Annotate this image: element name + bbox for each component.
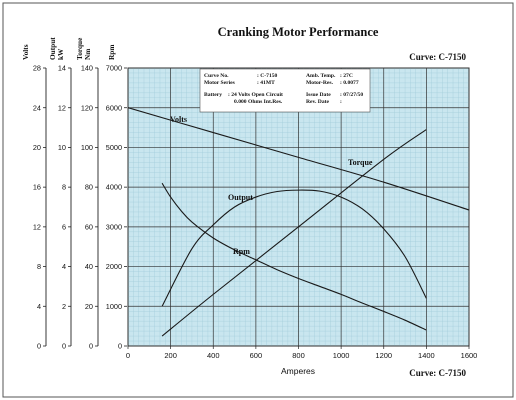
x-tick-label: 200 [164,351,177,360]
rpm-tick-label: 6000 [106,103,122,112]
x-tick-label: 400 [207,351,220,360]
volts-tick-label: 16 [33,183,41,192]
volts-tick-label: 20 [33,143,41,152]
output-tick-label: 12 [58,103,66,112]
x-tick-label: 1000 [333,351,350,360]
series-layer [128,107,469,337]
rpm-tick-label: 1000 [106,302,122,311]
info-val-2-1: : 41MT [257,80,275,86]
series-output-line [161,189,427,307]
info-val-4-2: : [340,99,342,105]
series-labels: Volts Torque Output Rpm [170,115,373,256]
curve-label-bottom: Curve: C-7150 [409,368,466,378]
series-torque-label: Torque [348,158,373,167]
info-val-1-1: : C-7150 [257,73,278,79]
rpm-tick-label: 5000 [106,143,122,152]
x-axis-label: Amperes [281,366,315,376]
info-key-2-1: Motor Series [204,80,236,86]
info-val-2-2: : 0.0077 [340,80,359,86]
info-val-3-2: : 07/27/50 [340,92,363,98]
info-val-1-2: : 27C [340,73,353,79]
series-rpm-label: Rpm [233,247,250,256]
torque-tick-label: 20 [85,302,93,311]
output-tick-label: 6 [62,222,66,231]
svg-text:Curve No. : C-7150: Curve No. : C-7150 Amb. Temp. : 27C Moto… [204,73,365,105]
volts-tick-label: 28 [33,64,41,73]
info-val-4-1: 0.000 Ohms Int.Res. [234,99,283,105]
info-key-1-2: Amb. Temp. [306,73,336,79]
series-output-label: Output [228,193,253,202]
rpm-tick-label: 0 [118,342,122,351]
output-tick-label: 4 [62,262,66,271]
rpm-tick-label: 3000 [106,222,122,231]
series-volts-line [128,107,469,211]
series-torque-line [161,129,427,337]
rpm-tick-label: 7000 [106,64,122,73]
torque-tick-label: 100 [81,143,93,152]
series-rpm-line [161,182,427,331]
series-volts-label: Volts [170,115,187,124]
torque-tick-label: 40 [85,262,93,271]
left-axes: 0481216202428Volts02468101214OutputkW020… [21,37,127,351]
rpm-tick-label: 2000 [106,262,122,271]
x-tick-label: 1600 [461,351,478,360]
torque-axis-label: TorqueNm [75,37,92,60]
output-tick-label: 0 [62,342,66,351]
info-val-3-1: : 24 Volts Open Circuit [228,92,283,98]
volts-tick-label: 12 [33,222,41,231]
volts-tick-label: 24 [33,103,41,112]
output-tick-label: 2 [62,302,66,311]
x-tick-label: 800 [292,351,305,360]
rpm-axis-label: Rpm [107,45,116,60]
torque-tick-label: 140 [81,64,93,73]
x-axis: 0 200 400 600 800 1000 1200 1400 1600 [126,346,477,360]
torque-tick-label: 60 [85,222,93,231]
rpm-tick-label: 4000 [106,183,122,192]
info-key-4-2: Rev. Date [306,99,330,105]
info-box: Curve No. : C-7150 Amb. Temp. : 27C Moto… [199,68,371,113]
x-tick-label: 0 [126,351,130,360]
torque-tick-label: 0 [89,342,93,351]
info-key-3-2: Issue Date [306,92,331,98]
x-tick-label: 1200 [375,351,392,360]
chart-title: Cranking Motor Performance [218,25,379,39]
output-tick-label: 14 [58,64,66,73]
info-key-2-2: Motor-Res. [306,80,334,86]
output-tick-label: 8 [62,183,66,192]
volts-tick-label: 4 [37,302,41,311]
torque-tick-label: 80 [85,183,93,192]
torque-tick-label: 120 [81,103,93,112]
volts-tick-label: 0 [37,342,41,351]
x-tick-label: 1400 [418,351,435,360]
curve-label-top: Curve: C-7150 [409,52,466,62]
output-axis-label: OutputkW [48,37,65,60]
volts-tick-label: 8 [37,262,41,271]
x-tick-label: 600 [250,351,263,360]
info-key-1-1: Curve No. [204,73,229,79]
output-tick-label: 10 [58,143,66,152]
volts-axis-label: Volts [21,44,30,60]
info-key-3-1: Battery [204,92,222,98]
